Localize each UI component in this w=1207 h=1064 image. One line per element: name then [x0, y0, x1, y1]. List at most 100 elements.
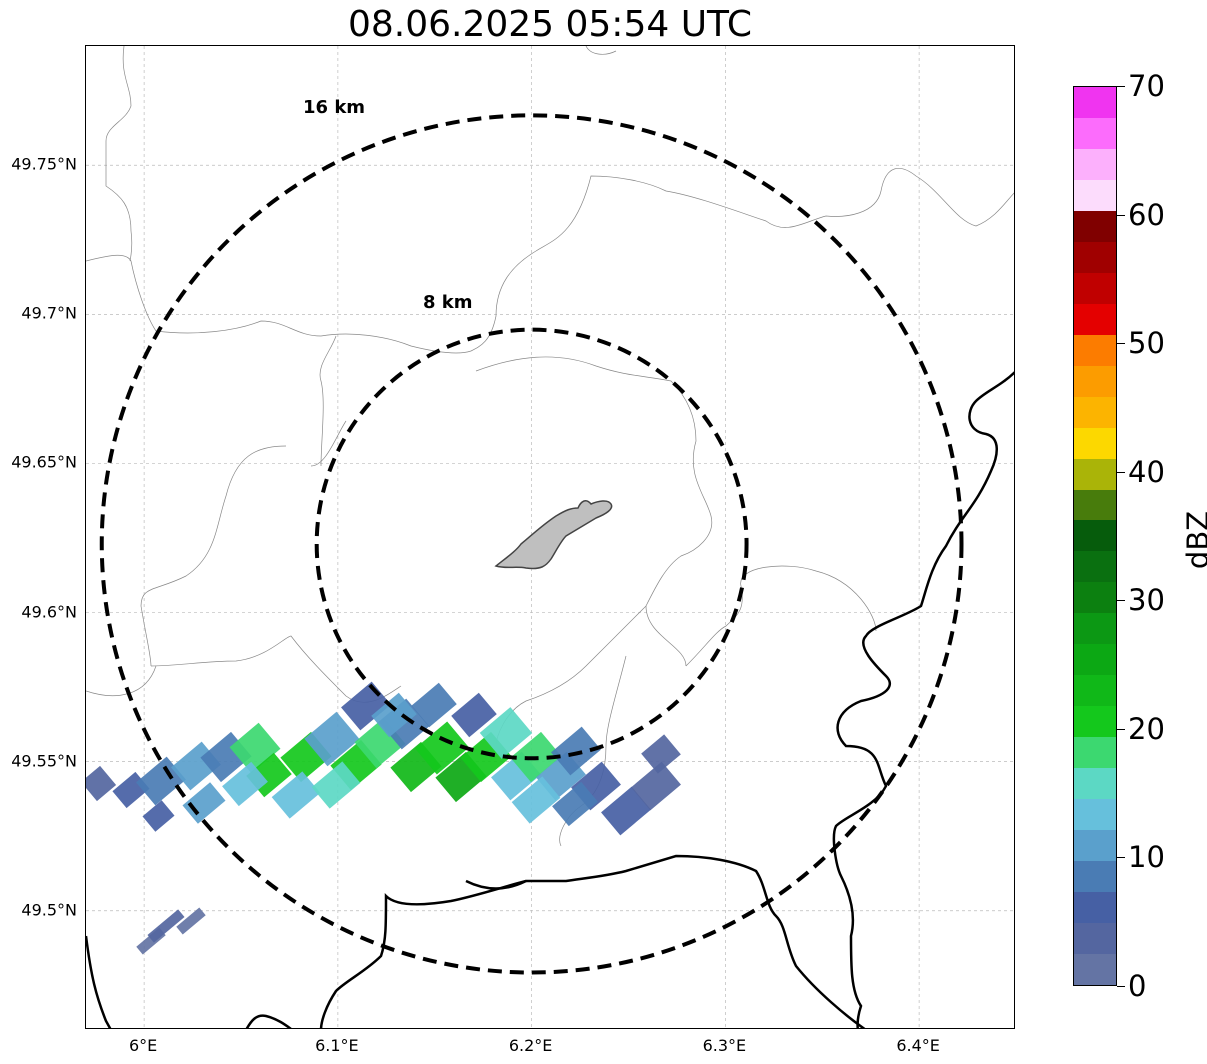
- country-border: [86, 935, 112, 1028]
- lat-tick-label: 49.7°N: [21, 303, 77, 323]
- colorbar-segment: [1074, 241, 1116, 273]
- colorbar-segment: [1074, 954, 1116, 985]
- map-title: 08.06.2025 05:54 UTC: [347, 4, 753, 45]
- colorbar-segment: [1074, 520, 1116, 552]
- colorbar-tick-label: 60: [1128, 197, 1165, 232]
- radar-echoes: [86, 681, 681, 955]
- colorbar-tick: [1117, 857, 1125, 859]
- colorbar-segment: [1074, 179, 1116, 211]
- lat-tick-label: 49.55°N: [11, 751, 77, 771]
- echo-cell: [222, 761, 268, 807]
- range-ring-8km: [314, 327, 749, 761]
- echo-cell: [182, 782, 226, 824]
- colorbar-segment: [1074, 334, 1116, 366]
- range-ring-label-16km: 16 km: [303, 97, 366, 118]
- colorbar-tick-label: 0: [1128, 969, 1147, 1003]
- colorbar-segment: [1074, 396, 1116, 428]
- lat-tick-label: 49.75°N: [11, 154, 77, 174]
- echo-cell: [271, 771, 321, 819]
- echo-cell: [601, 786, 651, 836]
- colorbar-tick-label: 70: [1128, 69, 1165, 103]
- range-ring-label-8km: 8 km: [423, 292, 473, 313]
- city-outline: [494, 500, 613, 570]
- border-lines: [86, 46, 1014, 1028]
- colorbar: [1073, 86, 1117, 986]
- map-canvas: [86, 46, 1014, 1028]
- lon-tick-label: 6.4°E: [896, 1036, 940, 1055]
- colorbar-segment: [1074, 644, 1116, 676]
- colorbar-segment: [1074, 737, 1116, 769]
- colorbar-segment: [1074, 272, 1116, 304]
- lat-tick-label: 49.6°N: [21, 602, 77, 622]
- echo-cell: [479, 707, 533, 759]
- colorbar-tick-label: 50: [1128, 326, 1165, 361]
- colorbar-tick-label: 40: [1128, 454, 1165, 489]
- regional-border: [310, 420, 347, 467]
- regional-border: [140, 445, 287, 667]
- echo-cell: [304, 711, 360, 767]
- colorbar-segment: [1074, 675, 1116, 707]
- country-border: [832, 371, 1014, 1028]
- regional-border: [319, 335, 337, 467]
- colorbar-segment: [1074, 458, 1116, 490]
- colorbar-segment: [1074, 210, 1116, 242]
- echo-cell: [142, 800, 175, 832]
- colorbar-tick: [1117, 600, 1125, 602]
- radar-map: [85, 45, 1015, 1029]
- regional-border: [685, 565, 877, 667]
- colorbar-segment: [1074, 86, 1116, 118]
- echo-cell: [451, 692, 497, 738]
- country-border: [465, 879, 527, 890]
- colorbar-tick: [1117, 728, 1125, 730]
- gridlines: [86, 46, 1014, 1028]
- lat-tick-label: 49.65°N: [11, 452, 77, 472]
- colorbar-tick-label: 30: [1128, 583, 1165, 618]
- colorbar-tick: [1117, 986, 1125, 987]
- colorbar-segment: [1074, 148, 1116, 180]
- range-rings: [99, 113, 964, 975]
- echo-cell: [511, 776, 561, 824]
- colorbar-segment: [1074, 303, 1116, 335]
- country-border: [319, 854, 866, 1028]
- echo-cell: [86, 765, 117, 802]
- colorbar-segment: [1074, 489, 1116, 521]
- colorbar-tick-label: 10: [1128, 840, 1165, 875]
- colorbar-segment: [1074, 861, 1116, 893]
- lon-tick-label: 6.3°E: [702, 1036, 747, 1055]
- echo-cell: [311, 761, 361, 809]
- colorbar-segment: [1074, 365, 1116, 397]
- colorbar-segment: [1074, 830, 1116, 862]
- echo-cell: [552, 781, 598, 827]
- range-ring-16km: [99, 113, 964, 975]
- regional-border: [585, 46, 617, 55]
- colorbar-tick: [1117, 214, 1125, 216]
- lat-tick-label: 49.5°N: [21, 900, 77, 920]
- city-area: [494, 500, 613, 570]
- colorbar-segment: [1074, 799, 1116, 831]
- regional-border: [475, 356, 713, 667]
- echo-cell: [551, 726, 601, 776]
- echo-cell: [176, 907, 206, 935]
- echo-cell: [229, 722, 281, 774]
- lon-tick-label: 6°E: [128, 1036, 158, 1055]
- colorbar-segment: [1074, 706, 1116, 738]
- colorbar-tick: [1117, 86, 1125, 87]
- lon-tick-label: 6.1°E: [315, 1036, 359, 1055]
- regional-border: [86, 168, 1014, 354]
- lon-tick-label: 6.2°E: [508, 1036, 553, 1055]
- colorbar-tick-label: 20: [1128, 711, 1165, 746]
- echo-cell: [147, 909, 185, 943]
- colorbar-segment: [1074, 427, 1116, 459]
- regional-border: [105, 46, 133, 262]
- echo-cell: [631, 761, 681, 811]
- colorbar-segment: [1074, 923, 1116, 955]
- echo-cell: [371, 692, 417, 738]
- colorbar-segment: [1074, 768, 1116, 800]
- echo-cell: [414, 721, 470, 775]
- colorbar-unit-label: dBZ: [1181, 510, 1207, 570]
- colorbar-segment: [1074, 892, 1116, 924]
- colorbar-tick: [1117, 343, 1125, 345]
- colorbar-segment: [1074, 613, 1116, 645]
- echo-cell: [641, 734, 681, 774]
- colorbar-segment: [1074, 582, 1116, 614]
